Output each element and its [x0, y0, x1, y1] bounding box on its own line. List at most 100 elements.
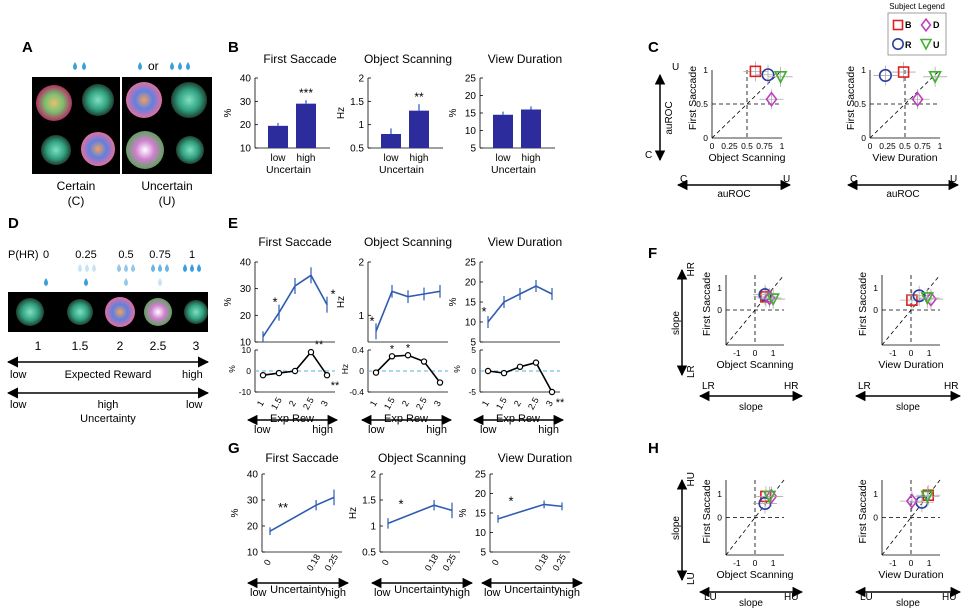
h1-xtick-label: -1: [733, 558, 741, 568]
e2-resid-ylabel: Hz: [340, 364, 350, 374]
h1-ytick-label: 0: [717, 513, 722, 523]
subject-legend: Subject Legend B D R U: [887, 2, 947, 56]
c2-ylabel: First Saccade: [845, 66, 857, 130]
f2-point-u: [920, 292, 935, 306]
c1-point-u: [773, 71, 788, 85]
g1-ytick-label: 40: [247, 470, 259, 481]
f1-slope-label: slope: [739, 402, 763, 413]
e2-xtick-label: 1: [368, 399, 379, 408]
h2-hu-label: HU: [942, 592, 956, 603]
c2-xtick-label: 0: [868, 141, 873, 151]
f1-point-u: [766, 293, 780, 307]
f1-hr-label: HR: [784, 381, 798, 392]
f1-ytick-label: 0: [717, 305, 722, 315]
f1-xtick-label: -1: [733, 348, 741, 358]
c2-auroc-label: auROC: [886, 189, 919, 200]
g3-significance: *: [509, 494, 514, 509]
er-high-label: high: [182, 369, 203, 381]
g2-uncertainty-label: Uncertainty: [394, 584, 450, 596]
e1-resid-significance: **: [331, 380, 340, 392]
h2-xlabel: View Duration: [878, 569, 943, 581]
g3-xtick-label: 0.25: [551, 552, 568, 572]
e2-resid-point: [420, 358, 428, 365]
e3-resid-point: [516, 363, 524, 370]
b3-ytick-label: 5: [470, 144, 476, 155]
e1-series-line: [262, 274, 328, 338]
prob-4: 1: [189, 249, 195, 261]
f2-ytick-label: 0: [873, 305, 878, 315]
b3-category-label: low: [495, 153, 511, 164]
chart-g3: View Duration 5 10 15 20 25% 0 0.18 0.25 *: [458, 451, 572, 573]
water-drop-icon: [73, 62, 190, 70]
b1-ytick-label: 20: [240, 120, 252, 131]
f1-ylabel: First Saccade: [701, 272, 713, 336]
e3-ytick-label: 25: [465, 258, 477, 269]
e2-ytick-label: 2: [358, 258, 364, 269]
unc-low-left-label: low: [10, 399, 27, 411]
e1-resid-ytick-label: -10: [239, 387, 252, 397]
c1-ytick-label: 0: [703, 133, 708, 143]
e3-xtick-label: 1: [480, 399, 491, 408]
e3-ytick-label: 15: [465, 298, 477, 309]
uncertain-label: Uncertain: [141, 179, 192, 193]
b1-title: First Saccade: [263, 52, 337, 66]
e1-ytick-label: 10: [240, 338, 252, 349]
h1-point-u: [762, 490, 777, 504]
reward-2: 2: [117, 339, 124, 353]
e1-xtick-label: 1.5: [269, 396, 284, 412]
b1-bar: [296, 103, 316, 148]
legend-marker-d: [920, 17, 932, 33]
e1-resid-ytick-label: 10: [242, 345, 252, 355]
f-slope-vlabel: slope: [671, 311, 682, 335]
e2-significance: *: [369, 313, 374, 328]
g1-xtick-label: 0.18: [305, 552, 322, 572]
panel-letter-g: G: [228, 440, 240, 457]
e2-resid-point: [388, 353, 396, 360]
g3-title: View Duration: [498, 451, 572, 465]
certain-abbr: (C): [68, 194, 85, 208]
e3-xtick-label: 1.5: [494, 396, 509, 412]
er-low-label: low: [10, 369, 27, 381]
certain-label: Certain: [57, 179, 96, 193]
e3-ytick-label: 20: [465, 278, 477, 289]
e3-exprew-label: Exp Rew: [496, 413, 540, 425]
e2-high-label: high: [426, 424, 447, 436]
c1-xtick-label: 0: [710, 141, 715, 151]
chart-g2: Object Scanning 0.5 1 1.5 2 Hz 0 0.18 0.25 *: [348, 451, 466, 573]
uncertain-abbr: (U): [159, 194, 176, 208]
c1-xtick-label: 0.75: [756, 141, 773, 151]
e1-significance: *: [330, 287, 335, 302]
h1-slope-label: slope: [739, 598, 763, 609]
prob-1: 0.25: [75, 249, 96, 261]
f2-point-b: [906, 294, 918, 306]
e1-ytick-label: 20: [240, 311, 252, 322]
b1-bar: [268, 125, 288, 148]
e1-exprew-label: Exp Rew: [270, 413, 314, 425]
h2-unity-line: [881, 479, 941, 556]
e2-resid-point: [404, 352, 412, 359]
b2-bar: [381, 134, 401, 148]
f2-ylabel: First Saccade: [857, 272, 869, 336]
e2-xtick-label: 2: [400, 399, 411, 408]
g2-significance: *: [399, 496, 404, 511]
h2-ytick-label: 0: [873, 513, 878, 523]
g2-xtick-label: 0.25: [441, 552, 458, 572]
g3-low-label: low: [484, 587, 501, 599]
b1-ylabel: %: [223, 108, 234, 117]
h1-ylabel: First Saccade: [701, 479, 713, 543]
h1-xlabel: Object Scanning: [716, 569, 793, 581]
e2-resid-point: [436, 379, 444, 386]
b3-ytick-label: 20: [465, 91, 477, 102]
g3-ytick-label: 5: [480, 548, 486, 559]
e3-resid-significance: **: [556, 397, 565, 409]
g3-xtick-label: 0: [490, 558, 501, 567]
prob-2: 0.5: [118, 249, 133, 261]
h2-xtick-label: -1: [889, 558, 897, 568]
c1-point-d: [765, 91, 778, 108]
b3-ylabel: %: [448, 108, 459, 117]
b3-xlabel: Uncertain: [491, 164, 536, 176]
g2-ytick-label: 2: [370, 470, 376, 481]
